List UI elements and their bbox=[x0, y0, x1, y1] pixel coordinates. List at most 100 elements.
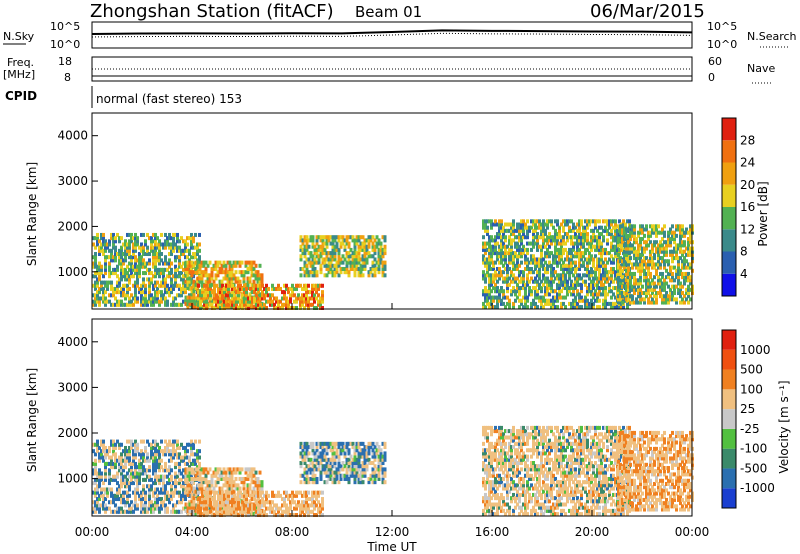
power-echo-cell bbox=[649, 287, 652, 292]
power-echo-cell bbox=[373, 238, 377, 243]
velocity-echo-cell bbox=[102, 449, 105, 454]
power-echo-cell bbox=[498, 228, 501, 233]
power-echo-cell bbox=[190, 295, 194, 300]
power-echo-cell bbox=[560, 305, 563, 310]
power-echo-cell bbox=[124, 239, 127, 244]
velocity-echo-cell bbox=[192, 445, 195, 450]
power-echo-cell bbox=[319, 247, 323, 252]
power-echo-cell bbox=[196, 252, 199, 257]
power-echo-cell bbox=[643, 256, 646, 261]
power-echo-cell bbox=[639, 243, 642, 248]
velocity-echo-cell bbox=[162, 503, 165, 508]
power-echo-cell bbox=[562, 225, 565, 230]
power-echo-cell bbox=[602, 235, 605, 240]
velocity-echo-cell bbox=[174, 509, 177, 514]
power-echo-cell bbox=[96, 271, 99, 276]
power-echo-cell bbox=[614, 228, 617, 233]
power-echo-cell bbox=[612, 235, 615, 240]
velocity-echo-cell bbox=[190, 461, 193, 466]
velocity-echo-cell bbox=[207, 497, 210, 502]
power-echo-cell bbox=[524, 266, 527, 271]
power-echo-cell bbox=[683, 278, 686, 283]
velocity-echo-cell bbox=[100, 471, 103, 476]
power-echo-cell bbox=[220, 270, 224, 275]
power-echo-cell bbox=[343, 238, 347, 243]
power-echo-cell bbox=[104, 245, 107, 250]
power-echo-cell bbox=[681, 284, 684, 289]
power-echo-cell bbox=[164, 299, 167, 304]
power-echo-cell bbox=[614, 276, 617, 281]
power-echo-cell bbox=[486, 225, 489, 230]
power-echo-cell bbox=[92, 299, 95, 304]
velocity-echo-cell bbox=[142, 506, 145, 511]
velocity-echo-cell bbox=[110, 487, 113, 492]
power-echo-cell bbox=[343, 257, 347, 262]
power-echo-cell bbox=[174, 296, 177, 301]
power-echo-cell bbox=[256, 276, 260, 281]
power-echo-cell bbox=[598, 235, 601, 240]
power-echo-cell bbox=[224, 266, 228, 271]
power-echo-cell bbox=[498, 273, 501, 278]
velocity-echo-cell bbox=[96, 487, 99, 492]
power-echo-cell bbox=[168, 264, 171, 269]
power-echo-cell bbox=[631, 230, 634, 235]
velocity-echo-cell bbox=[134, 474, 137, 479]
power-echo-cell bbox=[381, 270, 385, 275]
power-echo-cell bbox=[610, 279, 613, 284]
power-echo-cell bbox=[655, 297, 658, 302]
velocity-echo-cell bbox=[156, 465, 159, 470]
power-echo-cell bbox=[243, 286, 246, 291]
power-echo-cell bbox=[261, 283, 264, 288]
power-echo-cell bbox=[610, 241, 613, 246]
power-echo-cell bbox=[498, 254, 501, 259]
velocity-echo-cell bbox=[130, 474, 133, 479]
power-echo-cell bbox=[313, 296, 316, 301]
power-echo-cell bbox=[610, 247, 613, 252]
power-echo-cell bbox=[238, 263, 242, 268]
power-echo-cell bbox=[156, 236, 159, 241]
velocity-echo-cell bbox=[245, 503, 248, 508]
power-echo-cell bbox=[570, 270, 573, 275]
power-echo-cell bbox=[502, 254, 505, 259]
power-echo-cell bbox=[373, 263, 377, 268]
power-echo-cell bbox=[677, 275, 680, 280]
velocity-echo-cell bbox=[154, 477, 157, 482]
velocity-echo-cell bbox=[259, 500, 262, 505]
power-echo-cell bbox=[661, 230, 664, 235]
power-echo-cell bbox=[570, 286, 573, 291]
power-echo-cell bbox=[572, 225, 575, 230]
power-echo-cell bbox=[174, 280, 177, 285]
power-echo-cell bbox=[96, 267, 99, 272]
power-echo-cell bbox=[689, 297, 692, 302]
power-echo-cell bbox=[570, 219, 573, 224]
power-echo-cell bbox=[94, 261, 97, 266]
power-echo-cell bbox=[576, 301, 579, 306]
power-echo-cell bbox=[580, 251, 583, 256]
power-echo-cell bbox=[250, 260, 254, 265]
velocity-echo-cell bbox=[148, 487, 151, 492]
power-echo-cell bbox=[196, 298, 200, 303]
power-echo-cell bbox=[331, 273, 335, 278]
power-echo-cell bbox=[168, 242, 171, 247]
power-echo-cell bbox=[152, 296, 155, 301]
power-echo-cell bbox=[225, 299, 228, 304]
power-echo-cell bbox=[647, 291, 650, 296]
power-echo-cell bbox=[207, 286, 210, 291]
power-echo-cell bbox=[522, 232, 525, 237]
power-echo-cell bbox=[687, 265, 690, 270]
velocity-echo-cell bbox=[211, 513, 214, 517]
power-echo-cell bbox=[247, 306, 250, 310]
power-echo-cell bbox=[608, 257, 611, 262]
power-echo-cell bbox=[190, 236, 193, 241]
velocity-echo-cell bbox=[110, 509, 113, 514]
power-echo-cell bbox=[118, 280, 121, 285]
power-echo-cell bbox=[311, 254, 315, 259]
station-title: Zhongshan Station (fitACF) bbox=[90, 1, 334, 22]
velocity-echo-cell bbox=[197, 500, 200, 505]
power-echo-cell bbox=[333, 257, 337, 262]
power-echo-cell bbox=[486, 241, 489, 246]
power-echo-cell bbox=[124, 252, 127, 257]
power-echo-cell bbox=[623, 265, 626, 270]
power-echo-cell bbox=[627, 275, 630, 280]
velocity-echo-cell bbox=[116, 471, 119, 476]
